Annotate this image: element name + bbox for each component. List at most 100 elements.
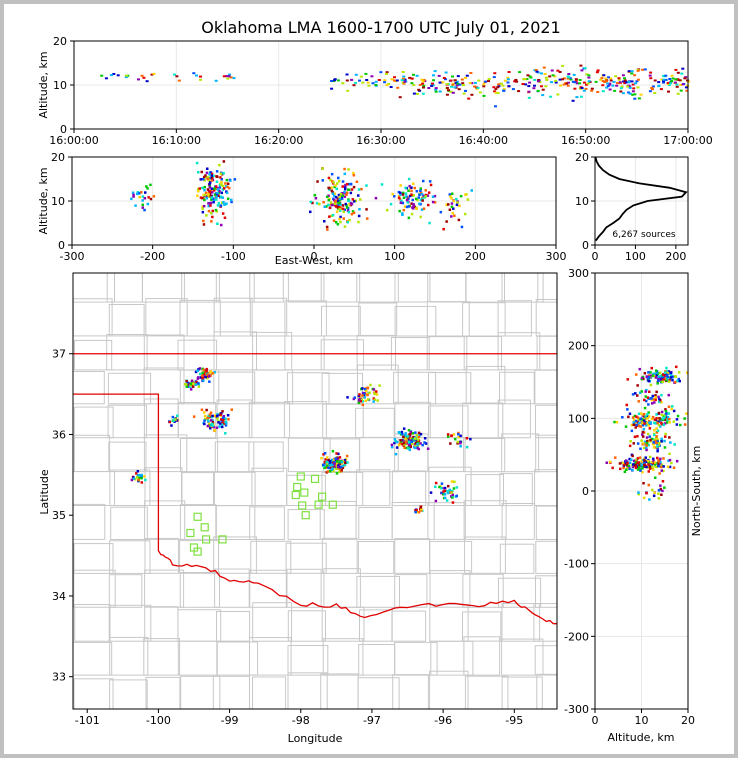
source-point <box>338 456 342 459</box>
source-point <box>648 90 652 93</box>
source-point <box>665 366 668 370</box>
source-point <box>226 197 230 200</box>
source-point <box>405 195 408 198</box>
source-point <box>634 463 637 467</box>
source-point <box>663 486 666 489</box>
source-point <box>338 197 341 201</box>
source-point <box>222 75 226 78</box>
source-point <box>375 393 379 396</box>
source-point <box>652 468 655 471</box>
source-point <box>221 196 224 199</box>
source-point <box>646 421 649 425</box>
source-point <box>329 461 332 464</box>
source-point <box>636 69 640 72</box>
source-point <box>407 197 410 200</box>
source-point <box>324 466 328 469</box>
source-point <box>657 460 660 463</box>
source-point <box>634 466 638 470</box>
source-point <box>666 375 670 379</box>
source-point <box>200 170 203 174</box>
source-point <box>313 194 317 197</box>
source-point <box>642 463 646 467</box>
source-point <box>219 176 222 179</box>
source-point <box>643 459 646 462</box>
time-tick-label: 16:20:00 <box>254 134 303 147</box>
source-point <box>411 437 414 441</box>
source-point <box>551 74 555 77</box>
source-point <box>434 88 438 91</box>
source-point <box>642 412 646 416</box>
source-point <box>665 421 669 424</box>
source-point <box>406 198 409 202</box>
source-point <box>660 437 663 441</box>
source-point <box>216 417 219 420</box>
county-line <box>285 568 322 608</box>
source-point <box>322 201 325 204</box>
source-point <box>230 198 233 202</box>
source-point <box>219 195 223 199</box>
source-point <box>643 68 647 71</box>
source-point <box>170 424 173 427</box>
source-point <box>332 464 336 468</box>
county-line <box>464 675 509 709</box>
source-point <box>624 425 628 428</box>
source-point <box>215 170 219 173</box>
source-point <box>218 186 222 189</box>
county-line <box>501 273 544 303</box>
source-point <box>203 185 206 189</box>
source-point <box>521 83 525 85</box>
county-line <box>394 538 430 574</box>
source-count-annotation: 6,267 sources <box>612 230 676 240</box>
source-point <box>221 212 225 215</box>
source-point <box>207 193 210 197</box>
source-point <box>146 202 150 206</box>
source-point <box>493 90 497 93</box>
source-point <box>346 89 350 92</box>
source-point <box>612 80 616 83</box>
source-point <box>456 75 460 78</box>
time-tick-label: 17:00:00 <box>663 134 712 147</box>
source-point <box>681 67 685 70</box>
source-point <box>657 420 660 423</box>
source-point <box>318 202 321 206</box>
source-point <box>646 415 649 418</box>
county-line <box>534 469 557 507</box>
source-point <box>658 417 661 420</box>
source-point <box>334 184 337 187</box>
source-point <box>311 201 314 205</box>
county-line <box>320 673 359 709</box>
source-point <box>345 73 349 76</box>
source-point <box>659 425 662 428</box>
source-point <box>365 208 368 211</box>
source-point <box>211 424 215 427</box>
source-point <box>432 74 435 77</box>
source-point <box>336 464 340 467</box>
source-point <box>455 494 458 498</box>
source-point <box>137 192 141 195</box>
source-point <box>639 93 643 96</box>
time-tick-label: 16:10:00 <box>152 134 201 147</box>
county-line <box>287 273 325 303</box>
source-point <box>211 215 214 219</box>
county-line <box>319 500 357 540</box>
source-point <box>649 374 653 377</box>
source-point <box>214 79 218 82</box>
source-point <box>455 80 459 83</box>
source-point <box>456 440 460 444</box>
source-point <box>393 76 396 79</box>
source-point <box>657 411 661 415</box>
source-point <box>402 427 406 430</box>
source-point <box>446 433 450 436</box>
source-point <box>459 445 462 448</box>
source-point <box>653 401 656 404</box>
source-point <box>352 211 356 215</box>
source-point <box>220 223 223 227</box>
source-point <box>351 198 355 201</box>
source-point <box>210 179 214 182</box>
county-line <box>429 603 469 642</box>
source-point <box>418 202 421 206</box>
source-point <box>501 84 505 87</box>
source-point <box>645 375 648 378</box>
source-point <box>418 83 422 86</box>
